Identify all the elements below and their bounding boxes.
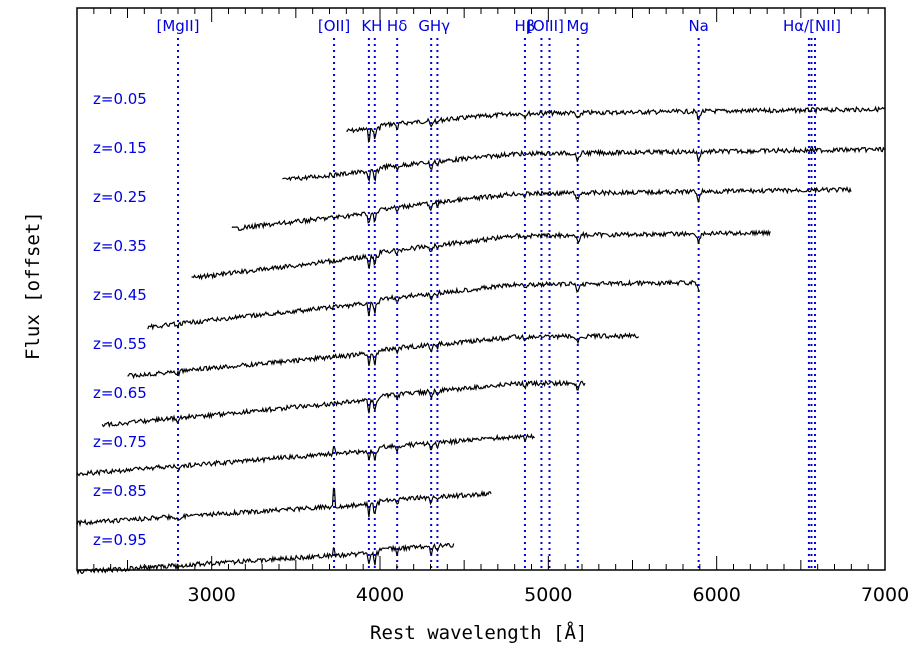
line-label: [MgII] <box>156 17 199 35</box>
redshift-label: z=0.15 <box>93 139 147 157</box>
line-label: Hβ <box>515 17 536 35</box>
x-axis-label: Rest wavelength [Å] <box>370 622 588 644</box>
redshift-label: z=0.45 <box>93 286 147 304</box>
redshift-label: z=0.95 <box>93 531 147 549</box>
spectrum-line <box>231 186 852 231</box>
line-label: [OIII] <box>527 17 564 35</box>
redshift-label: z=0.65 <box>93 384 147 402</box>
spectrum-line <box>76 487 492 528</box>
line-label: Mg <box>567 17 589 35</box>
spectral-line-labels: [MgII] [OII] KH Hδ GHγ Hβ[OIII] Mg Na Hα/[NII] <box>156 17 840 35</box>
x-tick-label: 3000 <box>187 584 235 606</box>
redshift-labels: z=0.05 z=0.15 z=0.25 z=0.35 z=0.45 z=0.55 z=0.… <box>93 90 147 549</box>
redshift-label: z=0.05 <box>93 90 147 108</box>
redshift-label: z=0.35 <box>93 237 147 255</box>
x-tick-label: 5000 <box>524 584 572 606</box>
line-label: GHγ <box>418 17 450 35</box>
spectrum-line <box>191 229 771 281</box>
spectrum-line <box>76 542 455 576</box>
line-label: Na <box>688 17 708 35</box>
spectrum-line <box>282 146 885 183</box>
line-label: Hα/[NII] <box>783 17 841 35</box>
spectrum-line <box>127 331 640 380</box>
spectra <box>76 105 885 576</box>
y-axis-label: Flux [offset] <box>22 211 44 360</box>
redshift-label: z=0.25 <box>93 188 147 206</box>
x-tick-label: 4000 <box>356 584 404 606</box>
x-tick-label: 7000 <box>861 584 909 606</box>
line-label: Hδ <box>387 17 407 35</box>
redshift-label: z=0.75 <box>93 433 147 451</box>
line-label: KH <box>361 17 382 35</box>
redshift-label: z=0.55 <box>93 335 147 353</box>
x-tick-label: 6000 <box>692 584 740 606</box>
emission-line-markers <box>177 38 816 570</box>
spectrum-line <box>76 432 535 477</box>
spectrum-line <box>346 105 885 144</box>
x-axis-ticks: 3000 4000 5000 6000 7000 <box>76 8 909 606</box>
line-label: [OII] <box>318 17 350 35</box>
spectrum-line <box>147 279 700 331</box>
redshift-label: z=0.85 <box>93 482 147 500</box>
spectrum-line <box>101 379 586 429</box>
